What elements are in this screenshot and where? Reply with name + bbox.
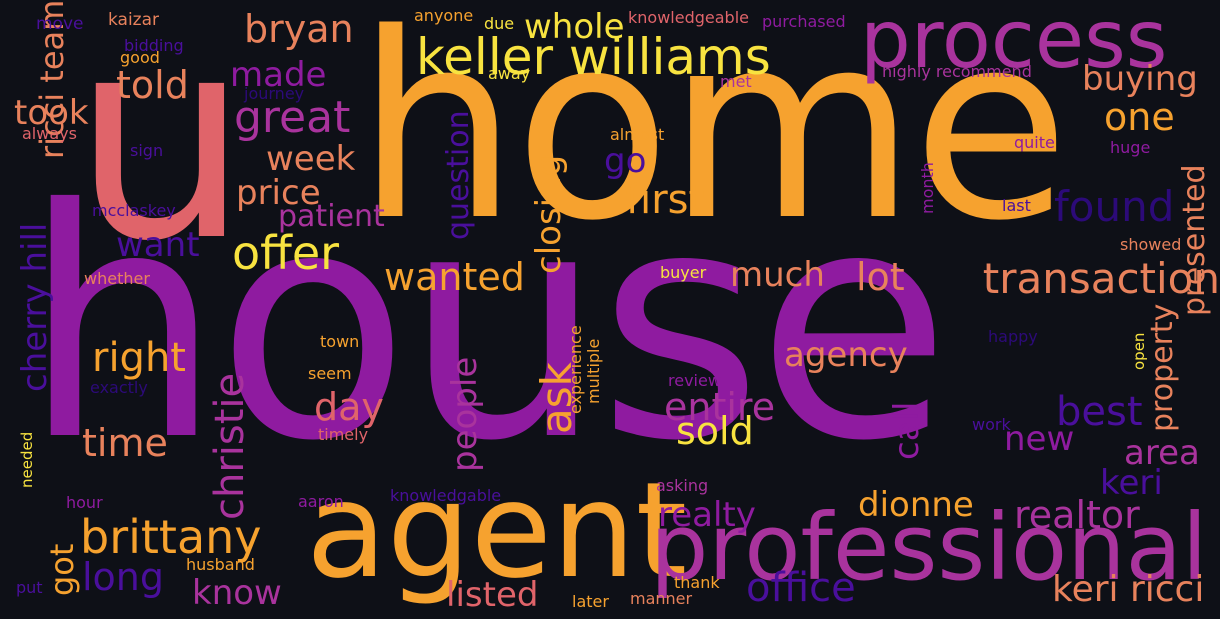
word-quite: quite [1014,133,1055,152]
word-buyer: buyer [660,263,707,282]
word-mcclaskey: mcclaskey [92,201,176,220]
word-know: long [82,555,165,599]
word-bryan: bryan [244,7,354,51]
word-knowledgeable: knowledgeable [628,8,749,27]
word-much: agency [784,335,908,375]
word-away: away [488,64,531,83]
word-manner: manner [630,589,693,608]
word-realtor: keri ricci [1052,569,1205,610]
word-offer: offer [232,226,340,280]
word-huge: huge [1110,138,1151,157]
word-cherry-hill: christie [207,372,253,520]
word-long: time [82,421,168,465]
word-experience: experience [566,325,585,414]
word-timely: timely [318,425,369,444]
word-review: review [668,371,721,390]
word-property: call [887,401,927,460]
word-area: new [1004,419,1075,459]
word-showed: showed [1120,235,1182,254]
word-u: u [72,0,250,303]
word-told: told [116,63,189,107]
word-hour: hour [66,493,103,512]
word-almost: almost [610,125,665,144]
word-one: one [1104,95,1175,139]
word-brittany: brittany [80,510,262,564]
word-realty: dionne [858,485,974,525]
word-journey: journey [244,84,305,103]
word-patient: price [236,173,321,213]
word-town: town [320,332,360,351]
word-always: always [22,124,77,143]
word-month: month [918,162,937,214]
word-new: best [1056,389,1143,435]
word-good: good [120,48,160,67]
word-go: first [626,177,705,223]
word-last: last [1002,196,1031,215]
word-husband: husband [186,555,255,574]
word-listed: know [192,573,282,613]
word-want: patient [278,199,385,234]
word-happy: happy [988,327,1038,346]
word-later: later [572,592,609,611]
word-dionne: realtor [1014,493,1140,537]
word-wanted: lot [856,255,905,299]
word-highly-recommend: highly recommend [882,62,1032,81]
word-week: wanted [384,255,525,299]
word-needed: needed [18,431,36,488]
word-sign: sign [130,141,164,160]
word-exactly: exactly [90,378,148,397]
word-time: day [314,385,384,429]
word-seem: seem [308,364,352,383]
word-house: house [22,142,951,510]
word-keller-williams: keller williams [416,28,771,86]
word-agency: sold [676,409,754,453]
word-entire: realty [658,495,756,535]
word-thank: thank [674,573,720,592]
word-work: work [972,415,1011,434]
word-call: got [43,543,81,596]
word-price: week [266,139,356,179]
word-sold: entire [664,385,776,429]
word-lot: transaction [982,254,1220,303]
word-knowledgable: knowledgable [390,486,502,505]
word-question: closing [529,154,569,274]
word-move: move [36,14,84,34]
word-day: right [92,335,186,381]
word-anyone: anyone [414,6,474,25]
word-great: great [234,92,351,143]
word-met: met [720,72,752,91]
word-transaction: presented [1177,164,1212,316]
word-right: want [116,225,200,265]
word-ask: took [14,93,89,133]
word-due: due [484,14,515,33]
word-presented: property [1145,303,1180,432]
word-ricci-team: cherry hill [15,222,55,392]
word-multiple: multiple [584,338,603,404]
word-christie: people [445,356,485,472]
word-office: listed [446,575,539,615]
word-keri: area [1124,433,1200,473]
word-found: found [1054,182,1175,231]
word-bidding: bidding [124,36,184,55]
word-open: open [1130,332,1148,370]
word-whether: whether [84,269,150,288]
word-home: home [356,0,1070,277]
word-buying: buying [1082,59,1198,99]
word-best: much [730,255,825,295]
word-asking: asking [656,476,709,495]
word-professional: professional [650,494,1208,601]
word-keri-ricci: office [746,565,856,611]
word-first: keri [1100,463,1163,503]
word-took: go [604,141,647,181]
word-people: question [441,110,476,240]
word-purchased: purchased [762,12,846,31]
word-aaron: aaron [298,492,344,511]
word-whole: whole [524,7,625,47]
word-agent: agent [306,454,688,608]
word-made: made [230,55,327,95]
word-put: put [16,578,43,597]
word-process: process [860,0,1168,86]
word-kaizar: kaizar [108,10,160,30]
